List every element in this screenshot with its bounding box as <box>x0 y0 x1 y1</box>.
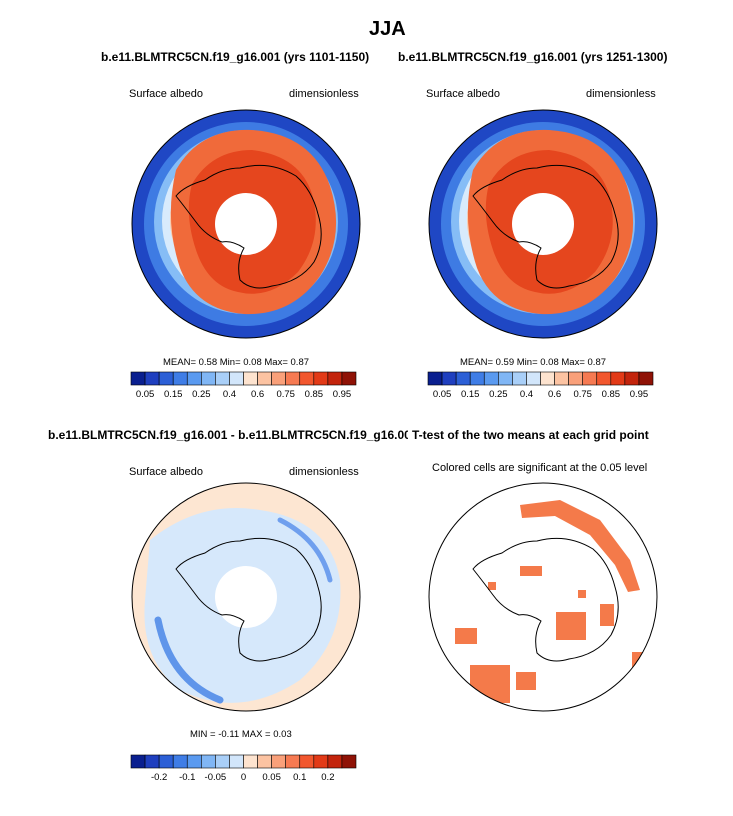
panel1-colorbar-swatch <box>285 371 301 386</box>
panel2-title: b.e11.BLMTRC5CN.f19_g16.001 (yrs 1251-13… <box>398 50 668 64</box>
panel2-colorbar-tick-label: 0.75 <box>573 389 592 400</box>
panel2-colorbar-swatch <box>441 371 457 386</box>
panel3-colorbar-tick-label: -0.05 <box>205 772 227 783</box>
panel3-colorbar-tick-label: -0.2 <box>151 772 167 783</box>
panel2-stats: MEAN= 0.59 Min= 0.08 Max= 0.87 <box>460 357 607 368</box>
panel3-colorbar-swatch <box>271 754 286 769</box>
panel3-colorbar-tick-label: 0.1 <box>293 772 306 783</box>
panel1-colorbar-tick-label: 0.05 <box>136 389 155 400</box>
panel1-units-label: dimensionless <box>289 88 359 100</box>
panel2-colorbar-swatch <box>469 371 485 386</box>
panel1-colorbar-swatch <box>327 371 343 386</box>
panel1-colorbar-swatch <box>229 371 244 386</box>
panel2-units-label: dimensionless <box>586 88 656 100</box>
panel3-colorbar-swatch <box>243 754 258 769</box>
panel3-colorbar-swatch <box>299 754 315 769</box>
panel2-colorbar-swatch <box>455 371 471 386</box>
panel1-colorbar-swatch <box>215 371 230 386</box>
panel3-colorbar-swatch <box>201 754 216 769</box>
panel1-colorbar-tick-label: 0.25 <box>192 389 211 400</box>
panel2-colorbar-swatch <box>596 371 612 386</box>
panel2-map <box>428 109 658 339</box>
panel1-colorbar-tick-label: 0.15 <box>164 389 183 400</box>
panel1-colorbar-tick-label: 0.85 <box>305 389 324 400</box>
panel3-colorbar-swatch <box>172 754 188 769</box>
panel1-map <box>131 109 361 339</box>
panel2-colorbar-swatch <box>483 371 499 386</box>
panel3-colorbar-swatch <box>144 754 160 769</box>
panel1-colorbar-swatch <box>257 371 272 386</box>
panel1-title: b.e11.BLMTRC5CN.f19_g16.001 (yrs 1101-11… <box>101 50 370 64</box>
panel3-colorbar-swatch <box>130 754 146 769</box>
panel3-colorbar-tick-label: 0.2 <box>321 772 334 783</box>
panel1-stats: MEAN= 0.58 Min= 0.08 Max= 0.87 <box>163 357 310 368</box>
panel2-colorbar-swatch <box>638 371 654 386</box>
panel1-colorbar-tick-label: 0.95 <box>333 389 352 400</box>
panel2-colorbar-swatch <box>540 371 555 386</box>
panel1-colorbar: 0.05 0.15 0.25 0.4 0.6 0.75 0.85 0.95 <box>130 371 357 400</box>
panel2-colorbar-tick-label: 0.6 <box>548 389 561 400</box>
panel2-colorbar-tick-label: 0.4 <box>520 389 533 400</box>
panel2-colorbar-tick-label: 0.95 <box>630 389 649 400</box>
panel2-colorbar-tick-label: 0.15 <box>461 389 480 400</box>
panel3-map <box>131 482 361 712</box>
panel3-colorbar-swatch <box>229 754 244 769</box>
panel1-colorbar-swatch <box>243 371 258 386</box>
panel2-colorbar-swatch <box>512 371 527 386</box>
panel2-colorbar-swatch <box>498 371 513 386</box>
panel3-stats: MIN = -0.11 MAX = 0.03 <box>190 729 292 740</box>
panel2-colorbar-swatch <box>526 371 541 386</box>
panel2-colorbar-tick-label: 0.85 <box>602 389 621 400</box>
panel3-colorbar-swatch <box>158 754 174 769</box>
panel4-subtitle: Colored cells are significant at the 0.0… <box>432 462 648 474</box>
panel3-colorbar-swatch <box>257 754 272 769</box>
panel2-variable-label: Surface albedo <box>426 88 500 100</box>
panel1-colorbar-swatch <box>271 371 286 386</box>
panel1-colorbar-tick-label: 0.4 <box>223 389 236 400</box>
panel3-colorbar-tick-label: -0.1 <box>179 772 195 783</box>
panel2-colorbar-swatch <box>582 371 598 386</box>
page-title: JJA <box>369 18 406 40</box>
panel3-colorbar-swatch <box>341 754 357 769</box>
panel1-colorbar-swatch <box>299 371 315 386</box>
panel2-colorbar-swatch <box>554 371 569 386</box>
panel3-colorbar-tick-label: 0.05 <box>262 772 281 783</box>
panel2-colorbar-swatch <box>568 371 583 386</box>
panel1-colorbar-swatch <box>341 371 357 386</box>
panel3-colorbar-tick-label: 0 <box>241 772 246 783</box>
panel1-colorbar-swatch <box>144 371 160 386</box>
panel3-variable-label: Surface albedo <box>129 466 203 478</box>
panel3-title: b.e11.BLMTRC5CN.f19_g16.001 - b.e11.BLMT… <box>48 428 408 442</box>
panel3-colorbar-swatch <box>327 754 343 769</box>
panel1-variable-label: Surface albedo <box>129 88 203 100</box>
panel1-colorbar-swatch <box>158 371 174 386</box>
panel2-colorbar-tick-label: 0.05 <box>433 389 452 400</box>
panel2-colorbar-swatch <box>610 371 626 386</box>
panel1-colorbar-swatch <box>186 371 202 386</box>
panel3-units-label: dimensionless <box>289 466 359 478</box>
panel2-colorbar-swatch <box>624 371 640 386</box>
panel3-colorbar: -0.2 -0.1 -0.05 0 0.05 0.1 0.2 <box>130 754 357 783</box>
panel3-colorbar-swatch <box>313 754 329 769</box>
panel2-colorbar: 0.05 0.15 0.25 0.4 0.6 0.75 0.85 0.95 <box>427 371 654 400</box>
panel1-colorbar-swatch <box>130 371 146 386</box>
panel4-map <box>428 482 658 712</box>
panel1-colorbar-tick-label: 0.75 <box>276 389 295 400</box>
panel1-colorbar-tick-label: 0.6 <box>251 389 264 400</box>
panel1-colorbar-swatch <box>313 371 329 386</box>
panel3-colorbar-swatch <box>285 754 301 769</box>
panel1-colorbar-swatch <box>172 371 188 386</box>
panel2-colorbar-swatch <box>427 371 443 386</box>
panel1-colorbar-swatch <box>201 371 216 386</box>
panel2-colorbar-tick-label: 0.25 <box>489 389 508 400</box>
panel3-colorbar-swatch <box>186 754 202 769</box>
panel4-title: T-test of the two means at each grid poi… <box>412 428 649 442</box>
panel3-colorbar-swatch <box>215 754 230 769</box>
